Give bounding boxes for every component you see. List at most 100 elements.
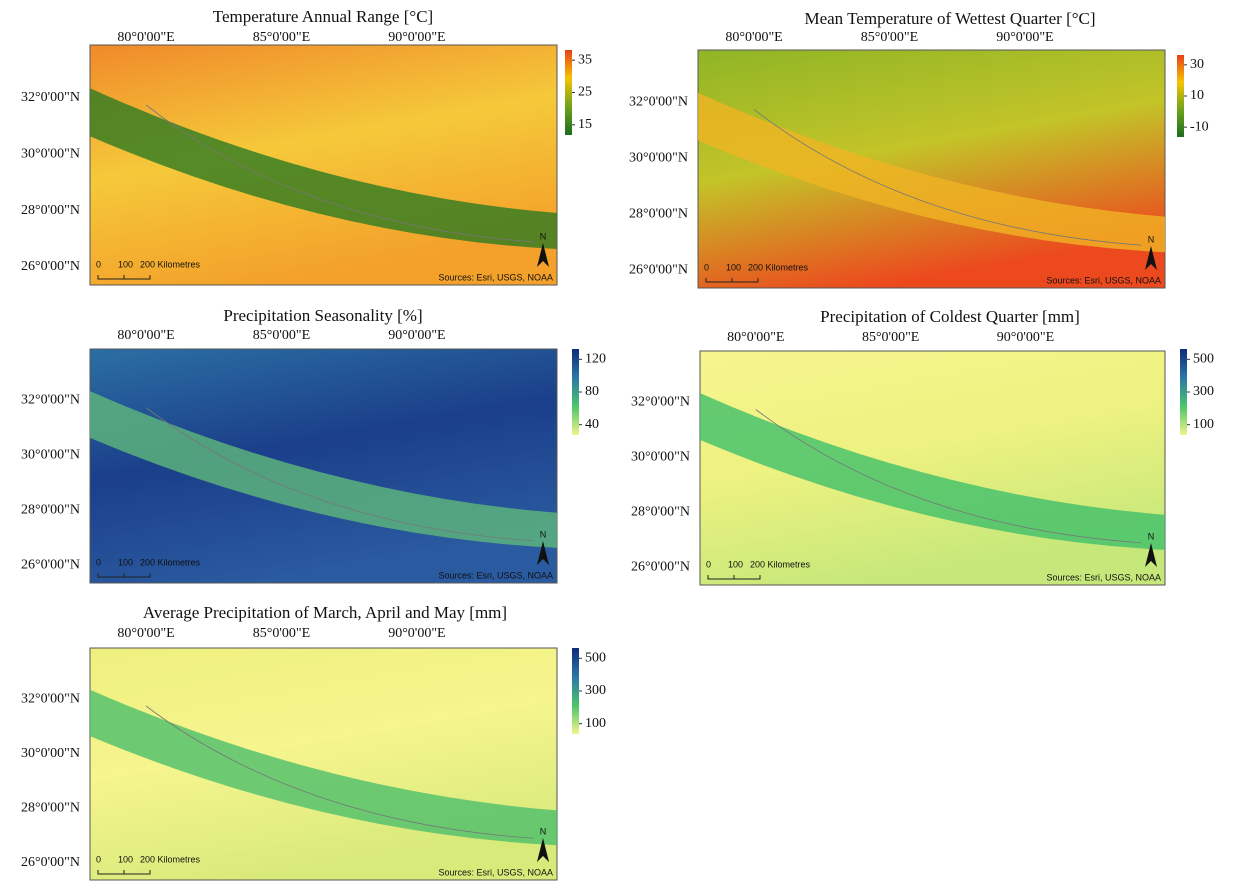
colorbar xyxy=(565,50,572,135)
lat-label: 26°0'00"N xyxy=(629,262,688,277)
source-text: Sources: Esri, USGS, NOAA xyxy=(1046,572,1161,582)
lat-label: 26°0'00"N xyxy=(21,259,80,274)
colorbar-tick-label: 80 xyxy=(585,384,599,399)
north-arrow xyxy=(537,838,549,862)
lat-label: 28°0'00"N xyxy=(21,800,80,815)
scale-bar xyxy=(707,575,761,580)
border-line xyxy=(753,109,1142,246)
map-panel: Precipitation of Coldest Quarter [mm] 80°… xyxy=(631,307,1214,586)
colorbar-tick-label: 100 xyxy=(1193,417,1214,432)
lon-label: 80°0'00"E xyxy=(117,30,174,45)
lat-label: 26°0'00"N xyxy=(631,560,690,575)
lon-label: 90°0'00"E xyxy=(388,626,445,641)
scale-label: 100 xyxy=(118,854,133,864)
scale-label: 0 xyxy=(704,262,709,272)
lat-label: 32°0'00"N xyxy=(631,395,690,410)
border-line xyxy=(145,705,534,839)
panel-title: Precipitation Seasonality [%] xyxy=(223,306,422,325)
lat-label: 32°0'00"N xyxy=(21,393,80,408)
lat-label: 28°0'00"N xyxy=(629,206,688,221)
scale-label: 200 Kilometres xyxy=(140,854,201,864)
mountain-band xyxy=(700,393,1165,550)
north-label: N xyxy=(540,529,547,539)
lat-label: 26°0'00"N xyxy=(21,558,80,573)
north-arrow xyxy=(537,541,549,565)
source-text: Sources: Esri, USGS, NOAA xyxy=(438,570,553,580)
map-raster xyxy=(89,348,558,584)
map-panel: Average Precipitation of March, April an… xyxy=(21,603,606,881)
north-label: N xyxy=(540,826,547,836)
panel-title: Temperature Annual Range [°C] xyxy=(213,7,433,26)
mountain-band xyxy=(90,391,557,548)
colorbar xyxy=(1180,349,1187,435)
scale-bar xyxy=(97,870,151,875)
colorbar-tick-label: 15 xyxy=(578,117,592,132)
map-panel: Temperature Annual Range [°C] 80°0'00"E 85… xyxy=(21,7,592,286)
border-line xyxy=(145,407,534,542)
scale-label: 100 xyxy=(728,559,743,569)
scale-bar xyxy=(97,573,151,578)
scale-label: 0 xyxy=(96,259,101,269)
lat-label: 26°0'00"N xyxy=(21,855,80,870)
lon-label: 80°0'00"E xyxy=(725,30,782,45)
source-text: Sources: Esri, USGS, NOAA xyxy=(438,867,553,877)
colorbar xyxy=(572,349,579,435)
border-line xyxy=(755,409,1142,544)
colorbar-tick-label: 500 xyxy=(585,651,606,666)
lat-label: 30°0'00"N xyxy=(21,146,80,161)
map-raster xyxy=(89,647,558,881)
colorbar-tick-label: 120 xyxy=(585,352,606,367)
scale-label: 0 xyxy=(706,559,711,569)
lon-label: 85°0'00"E xyxy=(253,328,310,343)
scale-label: 100 xyxy=(726,262,741,272)
colorbar-tick-label: 10 xyxy=(1190,88,1204,103)
panel-title: Average Precipitation of March, April an… xyxy=(143,603,507,622)
scale-label: 200 Kilometres xyxy=(750,559,811,569)
lon-label: 90°0'00"E xyxy=(388,30,445,45)
lat-label: 32°0'00"N xyxy=(629,95,688,110)
colorbar-tick-label: 35 xyxy=(578,52,592,67)
lat-label: 28°0'00"N xyxy=(21,203,80,218)
scale-label: 200 Kilometres xyxy=(140,259,201,269)
colorbar-tick-label: 25 xyxy=(578,85,592,100)
scale-bar xyxy=(97,275,151,280)
scale-label: 100 xyxy=(118,557,133,567)
north-label: N xyxy=(1148,234,1155,244)
colorbar xyxy=(572,648,579,734)
map-raster xyxy=(697,49,1166,289)
colorbar-tick-label: -10 xyxy=(1190,119,1209,134)
map-raster xyxy=(89,44,558,286)
lat-label: 30°0'00"N xyxy=(629,151,688,166)
lat-label: 30°0'00"N xyxy=(21,746,80,761)
colorbar-tick-label: 100 xyxy=(585,716,606,731)
mountain-band xyxy=(698,92,1165,253)
map-panel: Mean Temperature of Wettest Quarter [°C]… xyxy=(629,9,1209,289)
north-arrow xyxy=(1145,246,1157,270)
lat-label: 28°0'00"N xyxy=(21,503,80,518)
panel-title: Mean Temperature of Wettest Quarter [°C] xyxy=(804,9,1095,28)
lon-label: 90°0'00"E xyxy=(388,328,445,343)
colorbar-tick-label: 300 xyxy=(585,683,606,698)
lon-label: 80°0'00"E xyxy=(117,626,174,641)
lat-label: 30°0'00"N xyxy=(631,450,690,465)
mountain-band xyxy=(90,88,557,249)
north-arrow xyxy=(537,243,549,267)
lat-label: 32°0'00"N xyxy=(21,691,80,706)
scale-label: 200 Kilometres xyxy=(140,557,201,567)
map-raster xyxy=(699,350,1166,586)
lon-label: 85°0'00"E xyxy=(862,330,919,345)
lon-label: 85°0'00"E xyxy=(253,30,310,45)
north-label: N xyxy=(1148,531,1155,541)
lat-label: 30°0'00"N xyxy=(21,448,80,463)
lon-label: 90°0'00"E xyxy=(997,330,1054,345)
scale-label: 200 Kilometres xyxy=(748,262,809,272)
scale-label: 0 xyxy=(96,854,101,864)
lon-label: 85°0'00"E xyxy=(253,626,310,641)
lat-label: 28°0'00"N xyxy=(631,505,690,520)
colorbar-tick-label: 30 xyxy=(1190,57,1204,72)
colorbar-tick-label: 300 xyxy=(1193,384,1214,399)
source-text: Sources: Esri, USGS, NOAA xyxy=(438,272,553,282)
scale-bar xyxy=(705,278,759,283)
lon-label: 80°0'00"E xyxy=(117,328,174,343)
